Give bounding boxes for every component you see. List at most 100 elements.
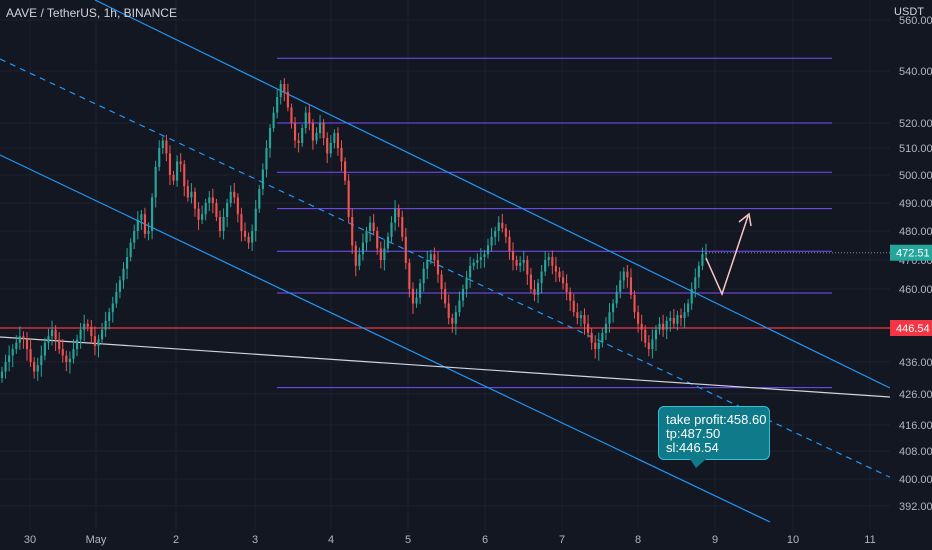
y-tick-label: 460.00 [899, 284, 932, 296]
candle-body [176, 161, 179, 181]
candle-body [172, 175, 175, 181]
x-tick-label: 8 [635, 534, 641, 546]
candle-body [61, 349, 64, 356]
candle-body [315, 133, 318, 141]
candle-body [604, 323, 608, 333]
candle-body [233, 191, 236, 198]
candle-body [158, 148, 161, 167]
candle-body [608, 312, 611, 324]
projection-arrow [705, 212, 752, 297]
candle-body [540, 271, 543, 284]
candle-body [243, 231, 247, 237]
candle-body [358, 254, 361, 266]
candle-body [261, 169, 264, 189]
y-tick-label: 510.00 [899, 143, 932, 155]
x-tick-label: 7 [559, 534, 565, 546]
candle-body [647, 342, 650, 350]
x-tick-label: 6 [482, 534, 488, 546]
candle-body [304, 112, 307, 128]
candle-body [454, 312, 457, 324]
candle-body [558, 271, 561, 278]
candle-body [272, 112, 275, 128]
y-tick-label: 416.00 [899, 420, 932, 432]
candle-body [461, 289, 465, 301]
x-tick-label: May [86, 534, 107, 546]
candle-body [268, 128, 272, 148]
candle-body [208, 197, 211, 203]
candle-body [547, 257, 550, 260]
candle-body [218, 217, 222, 231]
candle-body [222, 217, 225, 231]
candle-body [136, 219, 139, 231]
candle-body [626, 271, 629, 278]
candle-body [29, 349, 32, 362]
note-pointer [690, 459, 706, 468]
y-tick-label: 480.00 [899, 226, 932, 238]
candle-body [326, 138, 329, 154]
candle-body [190, 191, 193, 198]
candle-body [90, 326, 93, 337]
candle-body [676, 315, 679, 324]
candle-body [22, 336, 25, 340]
candle-body [451, 317, 454, 324]
candle-body [0, 371, 4, 378]
candle-body [283, 84, 286, 92]
candle-body [68, 358, 71, 362]
candle-body [533, 289, 536, 295]
candle-body [476, 260, 479, 263]
candle-body [154, 166, 157, 198]
candles [0, 78, 708, 383]
candle-body [429, 254, 432, 260]
candle-body [265, 148, 268, 170]
candle-body [579, 315, 582, 318]
y-tick-label: 408.00 [899, 446, 932, 458]
candle-body [83, 323, 86, 330]
candle-body [637, 312, 640, 324]
candle-body [79, 329, 82, 340]
candle-body [186, 186, 189, 198]
y-tick-label: 540.00 [899, 66, 932, 78]
x-tick-label: 4 [328, 534, 334, 546]
y-tick-label: 436.00 [899, 357, 932, 369]
candle-body [601, 332, 604, 343]
candle-body [612, 303, 615, 313]
candle-body [93, 336, 96, 346]
candle-body [594, 342, 597, 350]
candle-body [644, 329, 647, 343]
x-tick-label: 9 [712, 534, 718, 546]
candle-body [354, 245, 357, 266]
candle-body [687, 303, 690, 313]
candle-body [372, 222, 375, 231]
candle-body [111, 303, 114, 313]
y-tick-label: 400.00 [899, 474, 932, 486]
currency-label: USDT [894, 6, 924, 18]
candle-body [394, 208, 397, 223]
candle-body [100, 329, 104, 340]
candle-body [308, 112, 311, 123]
price-tag-text: 472.51 [896, 248, 930, 260]
support-trend-line [0, 336, 891, 398]
candle-body [254, 208, 257, 231]
candle-body [669, 317, 672, 321]
candle-body [629, 277, 633, 295]
candle-body [511, 251, 515, 260]
candle-body [479, 257, 482, 260]
candle-body [211, 197, 214, 203]
candle-body [576, 312, 579, 318]
candle-body [361, 242, 365, 255]
candle-body [201, 214, 204, 220]
candle-body [240, 214, 243, 231]
horizontal-levels [0, 57, 890, 389]
candle-body [522, 260, 525, 263]
candle-body [97, 339, 100, 346]
candle-body [419, 283, 422, 298]
price-tags: 472.51 446.54 [890, 244, 932, 336]
candle-body [397, 208, 400, 217]
candle-body [694, 277, 697, 289]
trade-note[interactable]: take profit:458.60 tp:487.50 sl:446.54 [658, 406, 770, 460]
candle-body [633, 294, 636, 313]
candle-body [333, 133, 336, 143]
candle-body [472, 262, 475, 266]
price-tag-text: 446.54 [896, 323, 930, 335]
